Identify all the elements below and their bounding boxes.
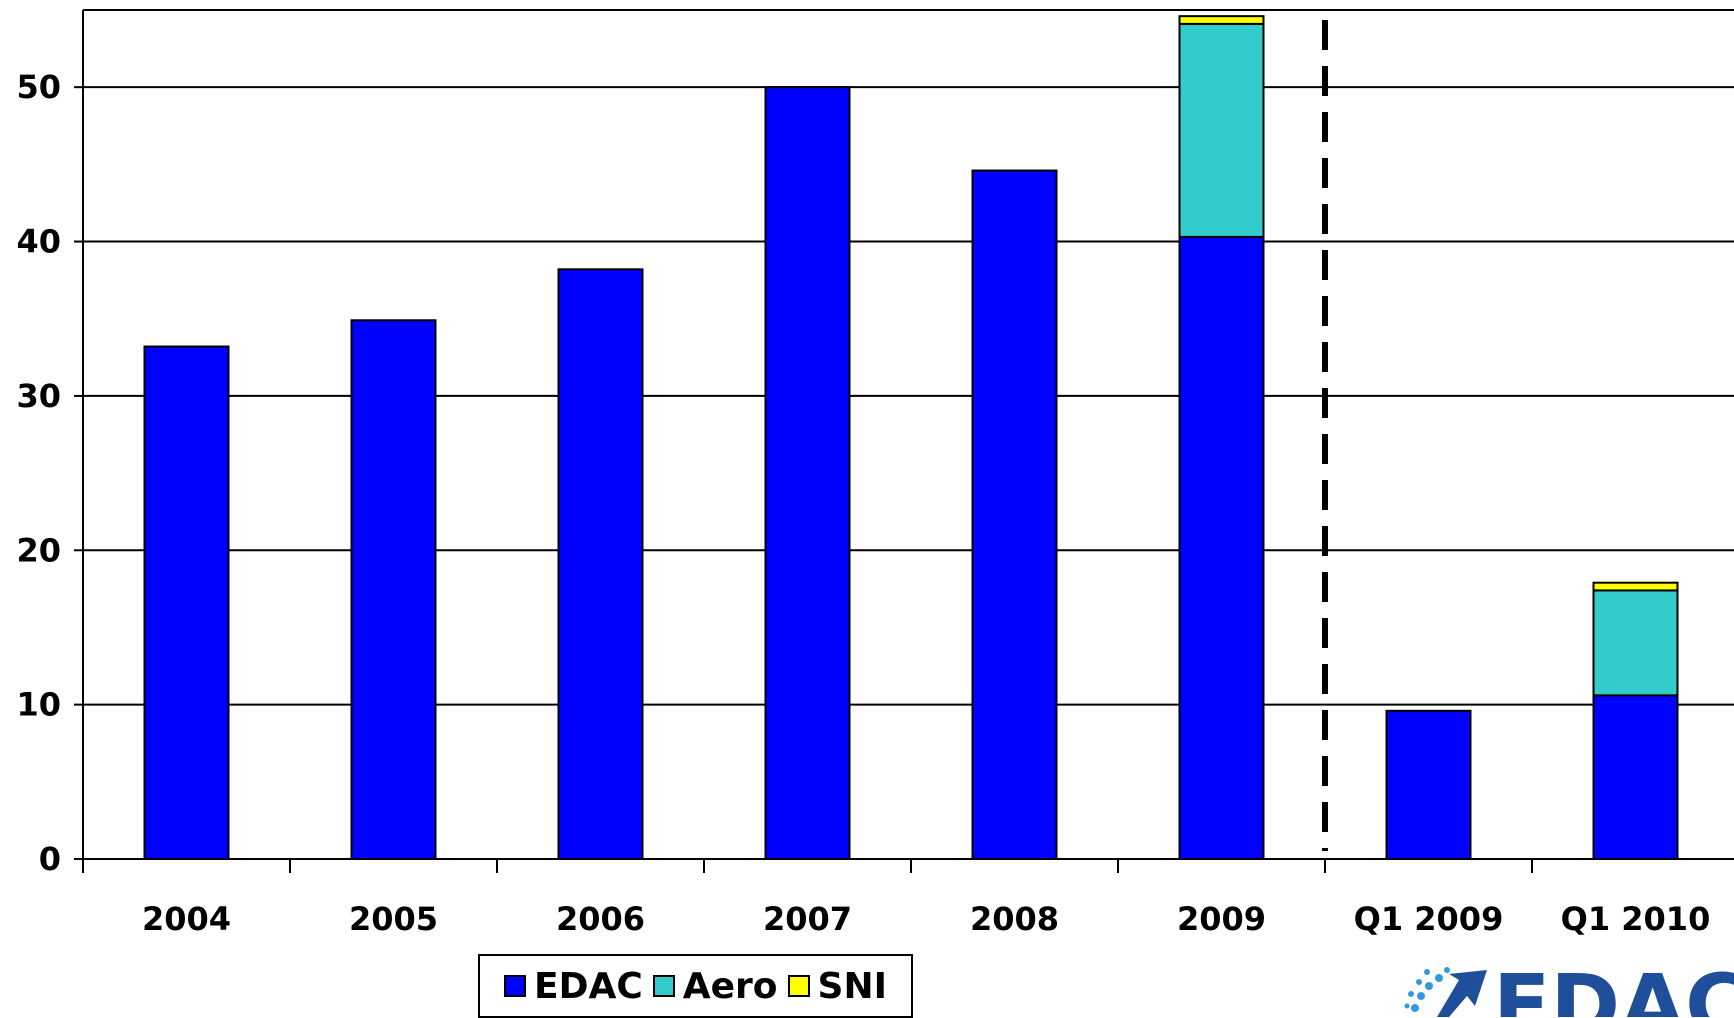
y-tick-label: 20 <box>16 531 61 569</box>
legend-item-edac: EDAC <box>504 966 643 1007</box>
axes <box>74 9 1734 873</box>
y-tick-label: 40 <box>16 223 61 261</box>
bar-edac-q1-2010 <box>1592 694 1679 861</box>
logo-text: EDAC <box>1493 956 1734 1017</box>
x-tick-label: 2004 <box>142 900 231 938</box>
x-tick-labels: 2004 2005 2006 2007 2008 2009 Q1 2009 Q1 2010 <box>142 900 1710 938</box>
edac-logo: EDAC <box>1404 956 1734 1017</box>
bar-edac-q1-2009 <box>1385 709 1472 860</box>
gridlines <box>83 86 1734 706</box>
legend-swatch-edac <box>504 975 526 997</box>
legend: EDAC Aero SNI <box>478 954 913 1018</box>
x-tick-label: 2008 <box>970 900 1059 938</box>
legend-label-edac: EDAC <box>534 965 643 1007</box>
y-tick-labels: 0 10 20 30 40 50 <box>16 68 61 878</box>
legend-item-sni: SNI <box>787 965 887 1007</box>
y-tick-label: 30 <box>16 377 61 415</box>
bar-edac-2005 <box>350 319 437 860</box>
x-tick-label: 2007 <box>763 900 852 938</box>
legend-swatch-sni <box>787 975 810 997</box>
x-tick-label: 2006 <box>556 900 645 938</box>
bar-edac-2004 <box>143 345 230 860</box>
bar-aero-q1-2010 <box>1592 589 1679 697</box>
bar-aero-2009 <box>1178 22 1265 238</box>
legend-label-aero: Aero <box>682 965 778 1007</box>
logo-arrow-icon <box>1437 970 1487 1017</box>
y-tick-label: 0 <box>39 840 61 878</box>
x-tick-label: Q1 2010 <box>1561 900 1711 938</box>
bars <box>143 15 1679 861</box>
y-tick-label: 50 <box>16 68 61 106</box>
bar-edac-2008 <box>971 169 1058 860</box>
y-tick-label: 10 <box>16 686 61 724</box>
logo-dots-icon <box>1404 967 1450 1012</box>
x-tick-label: 2009 <box>1177 900 1266 938</box>
bar-edac-2007 <box>764 86 851 860</box>
x-tick-label: 2005 <box>349 900 438 938</box>
bar-sni-2009 <box>1178 15 1265 25</box>
legend-swatch-aero <box>652 975 675 997</box>
bar-sni-q1-2010 <box>1592 581 1679 592</box>
bar-edac-2009 <box>1178 235 1265 860</box>
bar-edac-2006 <box>557 268 644 860</box>
legend-label-sni: SNI <box>817 965 887 1007</box>
x-tick-label: Q1 2009 <box>1354 900 1504 938</box>
legend-item-aero: Aero <box>652 965 778 1007</box>
